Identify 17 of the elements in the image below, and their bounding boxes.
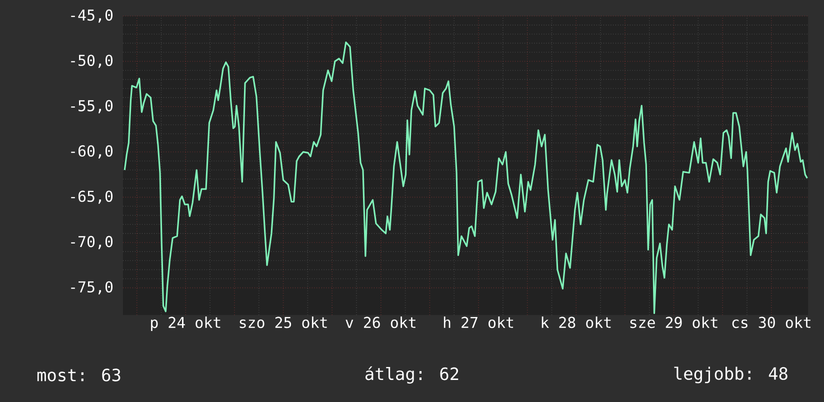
x-tick-label: h 27 okt: [444, 316, 514, 328]
y-tick-label: -60,0: [71, 145, 113, 158]
text: legjobb: 48: [674, 366, 788, 384]
x-tick-label: v 26 okt: [346, 316, 416, 328]
text: most: 63: [37, 368, 120, 382]
y-tick-label: -65,0: [71, 190, 113, 204]
y-tick-label: -75,0: [71, 281, 113, 294]
x-tick-label: szo 25 okt: [240, 316, 327, 328]
x-tick-label: sze 29 okt: [630, 316, 718, 328]
y-tick-label: -70,0: [71, 236, 113, 250]
x-tick-label: p 24 okt: [151, 316, 220, 331]
y-tick-label: -50,0: [71, 54, 113, 68]
y-tick-label: -55,0: [71, 100, 113, 114]
x-tick-label: cs 30 okt: [732, 316, 810, 328]
y-tick-label: -45,0: [71, 9, 113, 23]
text: átlag: 62: [366, 366, 458, 384]
x-tick-label: k 28 okt: [542, 316, 611, 328]
